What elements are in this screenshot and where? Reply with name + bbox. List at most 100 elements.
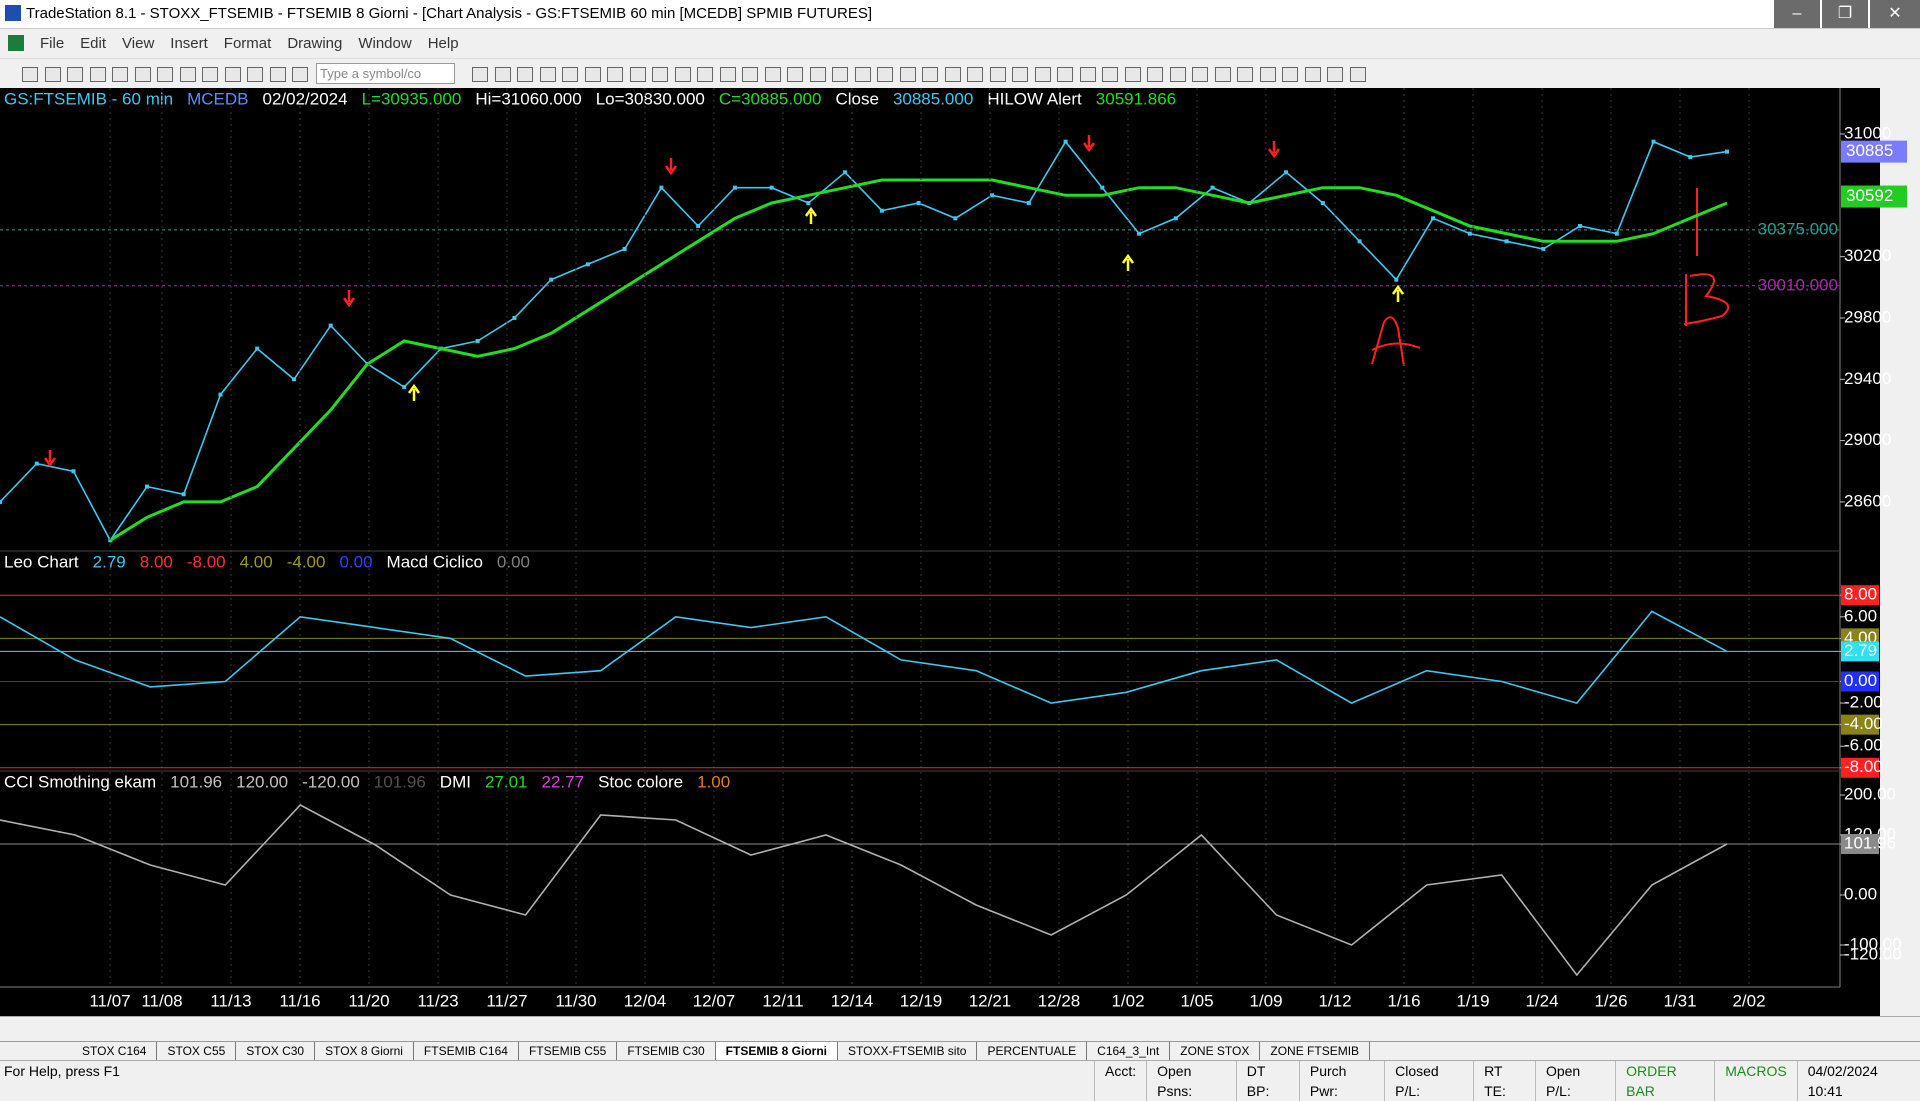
x-tick-label: 11/27	[486, 991, 527, 1010]
toolbar-button[interactable]	[1057, 67, 1073, 82]
vertical-scrollbar[interactable]	[1880, 88, 1920, 1016]
toolbar-button[interactable]	[607, 67, 623, 82]
toolbar-button[interactable]	[629, 67, 646, 82]
toolbar-button[interactable]	[832, 67, 848, 82]
toolbar-button[interactable]	[44, 67, 61, 82]
tab[interactable]: FTSEMIB C164	[414, 1042, 519, 1060]
toolbar-button[interactable]	[292, 67, 308, 82]
menu-item[interactable]: Drawing	[287, 35, 343, 52]
tab[interactable]: ZONE STOX	[1170, 1042, 1261, 1060]
toolbar-button[interactable]	[202, 67, 218, 82]
toolbar-button[interactable]	[652, 67, 668, 82]
toolbar-button[interactable]	[719, 67, 736, 82]
toolbar-button[interactable]	[697, 67, 713, 82]
toolbar-button[interactable]	[1259, 67, 1276, 82]
level-label: 30010.000	[1758, 275, 1838, 294]
toolbar-button[interactable]	[944, 67, 961, 82]
toolbar-button[interactable]	[67, 67, 83, 82]
toolbar-button[interactable]	[157, 67, 173, 82]
x-tick-label: 12/14	[831, 991, 874, 1010]
tab[interactable]: STOX C30	[236, 1042, 316, 1060]
toolbar-button[interactable]	[1214, 67, 1231, 82]
toolbar-button[interactable]	[539, 67, 556, 82]
toolbar-button[interactable]	[854, 67, 871, 82]
toolbar-button[interactable]	[1282, 67, 1298, 82]
toolbar-button[interactable]	[809, 67, 826, 82]
price-dot	[512, 315, 517, 320]
toolbar-button[interactable]	[1147, 67, 1163, 82]
horizontal-scrollbar[interactable]	[0, 1016, 1920, 1042]
toolbar-button[interactable]	[1034, 67, 1051, 82]
status-fields: Acct: Open Psns: DT BP: Purch Pwr: Closed P/…	[1094, 1061, 1920, 1101]
tab[interactable]: STOXX-FTSEMIB sito	[838, 1042, 978, 1060]
toolbar-button[interactable]	[472, 67, 488, 82]
tab[interactable]: FTSEMIB 8 Giorni	[715, 1042, 839, 1060]
y-tick-label: 29800	[1844, 307, 1891, 326]
toolbar-button[interactable]	[562, 67, 578, 82]
sell-arrow	[1082, 135, 1096, 153]
tab[interactable]: FTSEMIB C30	[617, 1042, 716, 1060]
maximize-button[interactable]: ❐	[1822, 0, 1868, 28]
tab[interactable]: FTSEMIB C55	[519, 1042, 618, 1060]
toolbar-button[interactable]	[247, 67, 263, 82]
toolbar-button[interactable]	[1237, 67, 1253, 82]
tab[interactable]: STOX C55	[157, 1042, 237, 1060]
x-tick-label: 1/24	[1525, 991, 1558, 1010]
toolbar-button[interactable]	[134, 67, 151, 82]
workspace-tabs: STOX C164 STOX C55 STOX C30 STOX 8 Giorni FT…	[0, 1041, 1920, 1060]
price-dot	[769, 185, 774, 190]
toolbar-button[interactable]	[787, 67, 803, 82]
toolbar-button[interactable]	[1192, 67, 1208, 82]
menu-item[interactable]: Help	[427, 35, 459, 52]
toolbar-button[interactable]	[764, 67, 781, 82]
price-dot	[1431, 216, 1436, 221]
toolbar-button[interactable]	[674, 67, 691, 82]
toolbar-button[interactable]	[967, 67, 983, 82]
toolbar-button[interactable]	[179, 67, 196, 82]
menu-icon	[8, 35, 24, 51]
tab[interactable]: PERCENTUALE	[977, 1042, 1088, 1060]
menu-bar: File Edit View Insert Format Drawing Window Hel…	[0, 29, 1920, 58]
menu-item[interactable]: View	[122, 35, 155, 52]
toolbar-button[interactable]	[877, 67, 893, 82]
toolbar-button[interactable]	[494, 67, 511, 82]
toolbar-button[interactable]	[1102, 67, 1118, 82]
toolbar-button[interactable]	[1304, 67, 1321, 82]
toolbar-button[interactable]	[22, 67, 38, 82]
toolbar-button[interactable]	[112, 67, 128, 82]
toolbar-button[interactable]	[1349, 67, 1366, 82]
toolbar-button[interactable]	[269, 67, 286, 82]
toolbar	[0, 58, 1920, 89]
toolbar-button[interactable]	[224, 67, 241, 82]
menu-item[interactable]: Format	[223, 35, 272, 52]
menu-item[interactable]: File	[40, 35, 65, 52]
price-dot	[1137, 231, 1142, 236]
clock: 04/02/2024 10:41	[1796, 1061, 1920, 1101]
toolbar-button[interactable]	[742, 67, 758, 82]
menu-item[interactable]: Window	[358, 35, 412, 52]
tab[interactable]: STOX C164	[72, 1042, 158, 1060]
toolbar-button[interactable]	[1012, 67, 1028, 82]
toolbar-button[interactable]	[1079, 67, 1096, 82]
price-marker-bg	[1841, 140, 1907, 163]
toolbar-button[interactable]	[1327, 67, 1343, 82]
tab[interactable]: ZONE FTSEMIB	[1260, 1042, 1371, 1060]
toolbar-button[interactable]	[989, 67, 1006, 82]
toolbar-button[interactable]	[1124, 67, 1141, 82]
menu-item[interactable]: Edit	[80, 35, 107, 52]
toolbar-button[interactable]	[1169, 67, 1186, 82]
toolbar-button[interactable]	[584, 67, 601, 82]
toolbar-button[interactable]	[899, 67, 916, 82]
tab[interactable]: C164_3_Int	[1087, 1042, 1171, 1060]
price-dot	[1210, 185, 1215, 190]
y-tick-label: -2.00	[1844, 693, 1883, 712]
menu-item[interactable]: Insert	[170, 35, 208, 52]
x-tick-label: 1/19	[1456, 991, 1489, 1010]
toolbar-button[interactable]	[89, 67, 106, 82]
close-button[interactable]: ✕	[1870, 0, 1920, 28]
symbol-input[interactable]: Type a symbol/co	[316, 63, 455, 84]
tab[interactable]: STOX 8 Giorni	[315, 1042, 414, 1060]
minimize-button[interactable]: –	[1774, 0, 1820, 28]
toolbar-button[interactable]	[517, 67, 533, 82]
toolbar-button[interactable]	[922, 67, 938, 82]
